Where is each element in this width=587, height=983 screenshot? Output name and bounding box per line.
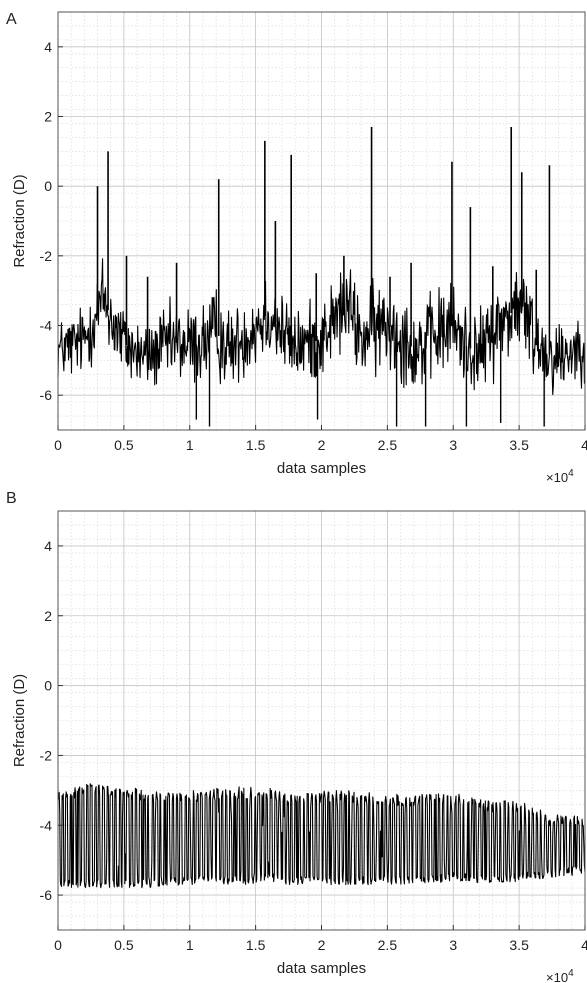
x-exponent-base-a: ×10 [546,470,568,485]
x-tick-label-b: 0 [54,937,62,953]
x-tick-label-b: 4 [581,937,587,953]
x-tick-label-a: 3 [449,437,457,453]
x-tick-label-a: 3.5 [509,437,529,453]
x-tick-label-b: 1.5 [246,937,266,953]
y-tick-label-a: 4 [44,39,52,55]
x-axis-label-b: data samples [277,960,366,977]
x-tick-label-a: 0 [54,437,62,453]
x-axis-label-a: data samples [277,460,366,477]
y-tick-label-b: -6 [40,887,53,903]
panel-label-b: B [6,490,17,507]
x-tick-label-b: 3.5 [509,937,529,953]
trace-b [57,783,586,889]
trace-line-a [57,258,586,396]
y-tick-label-a: -6 [40,387,53,403]
panel-a: A 0 0.5 1 1.5 2 2.5 3 3.5 4 -6 -4 -2 0 2 4 data sampl… [6,11,587,485]
panel-b: B 0 0.5 1 1.5 2 2.5 3 3.5 4 -6 -4 -2 0 2 4 data sampl… [6,490,587,983]
y-tick-label-b: -4 [40,817,53,833]
panel-label-a: A [6,11,17,28]
x-tick-label-b: 2.5 [378,937,398,953]
y-tick-label-a: -4 [40,318,53,334]
x-exponent-base-b: ×10 [546,970,568,983]
x-ticks-a: 0 0.5 1 1.5 2 2.5 3 3.5 4 [54,425,587,453]
trace-a [57,126,586,427]
x-tick-label-a: 4 [581,437,587,453]
x-tick-label-a: 1 [186,437,194,453]
y-tick-label-a: 0 [44,178,52,194]
x-tick-label-b: 0.5 [114,937,134,953]
x-tick-label-a: 2.5 [378,437,398,453]
y-tick-label-a: -2 [40,248,53,264]
x-tick-label-a: 0.5 [114,437,134,453]
x-exponent-b: ×104 [546,968,574,983]
y-tick-label-b: 2 [44,608,52,624]
x-tick-label-b: 1 [186,937,194,953]
x-exponent-a: ×104 [546,468,574,485]
y-tick-label-b: -2 [40,747,53,763]
x-tick-label-a: 2 [318,437,326,453]
y-ticks-a: -6 -4 -2 0 2 4 [40,39,63,403]
x-ticks-b: 0 0.5 1 1.5 2 2.5 3 3.5 4 [54,925,587,953]
y-tick-label-b: 4 [44,538,52,554]
y-tick-label-a: 2 [44,109,52,125]
y-axis-label-b: Refraction (D) [11,674,28,767]
grid-b [57,510,586,931]
y-axis-label-a: Refraction (D) [11,174,28,267]
x-exponent-power-a: 4 [568,468,574,479]
x-exponent-power-b: 4 [568,968,574,979]
x-tick-label-a: 1.5 [246,437,266,453]
y-ticks-b: -6 -4 -2 0 2 4 [40,538,63,903]
x-tick-label-b: 2 [318,937,326,953]
trace-line-b [57,783,586,889]
x-tick-label-b: 3 [449,937,457,953]
y-tick-label-b: 0 [44,678,52,694]
